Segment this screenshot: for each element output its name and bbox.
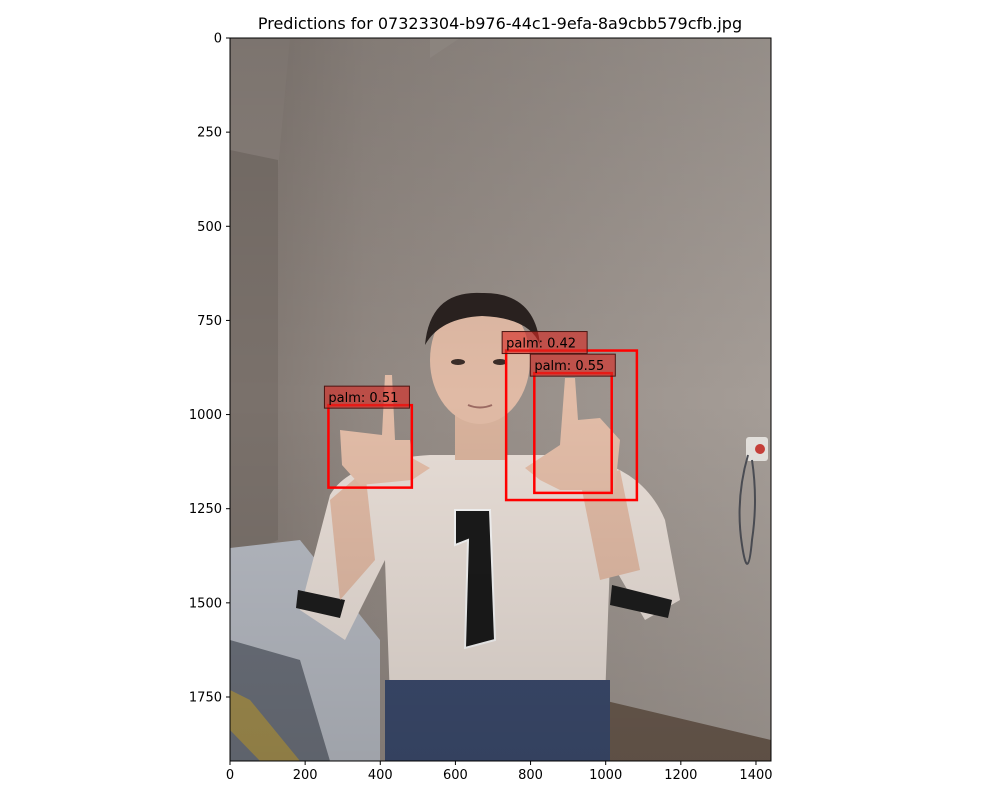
y-tick-label: 500	[197, 220, 222, 235]
x-tick-label: 200	[293, 768, 318, 783]
y-tick-label: 250	[197, 126, 222, 141]
detection-label-bg	[501, 331, 588, 355]
x-tick-label: 400	[368, 768, 393, 783]
detection-label: palm: 0.51	[328, 391, 398, 406]
y-tick-label: 1500	[189, 596, 222, 611]
y-tick-label: 1250	[189, 502, 222, 517]
x-tick-label: 800	[518, 768, 543, 783]
x-tick-label: 1200	[664, 768, 697, 783]
photo	[230, 38, 771, 761]
chart-title: Predictions for 07323304-b976-44c1-9efa-…	[258, 14, 742, 33]
axes-frame	[229, 37, 772, 762]
x-tick-label: 1000	[589, 768, 622, 783]
y-tick-label: 1000	[189, 408, 222, 423]
x-tick-label: 0	[226, 768, 234, 783]
detection-label-bg	[323, 385, 410, 409]
detection-label: palm: 0.55	[534, 359, 604, 374]
detections: palm: 0.51 palm: 0.42 palm: 0.55	[323, 331, 639, 502]
y-axis: 0 250 500 750 1000 1250 1500 1750	[189, 32, 230, 705]
detection-label-bg	[529, 353, 616, 377]
x-tick-label: 1400	[739, 768, 772, 783]
y-tick-label: 750	[197, 314, 222, 329]
x-tick-label: 600	[443, 768, 468, 783]
detection-label: palm: 0.42	[506, 337, 576, 352]
y-tick-label: 1750	[189, 690, 222, 705]
x-axis: 0 200 400 600 800 1000 1200 1400	[226, 761, 773, 783]
y-tick-label: 0	[214, 32, 222, 47]
